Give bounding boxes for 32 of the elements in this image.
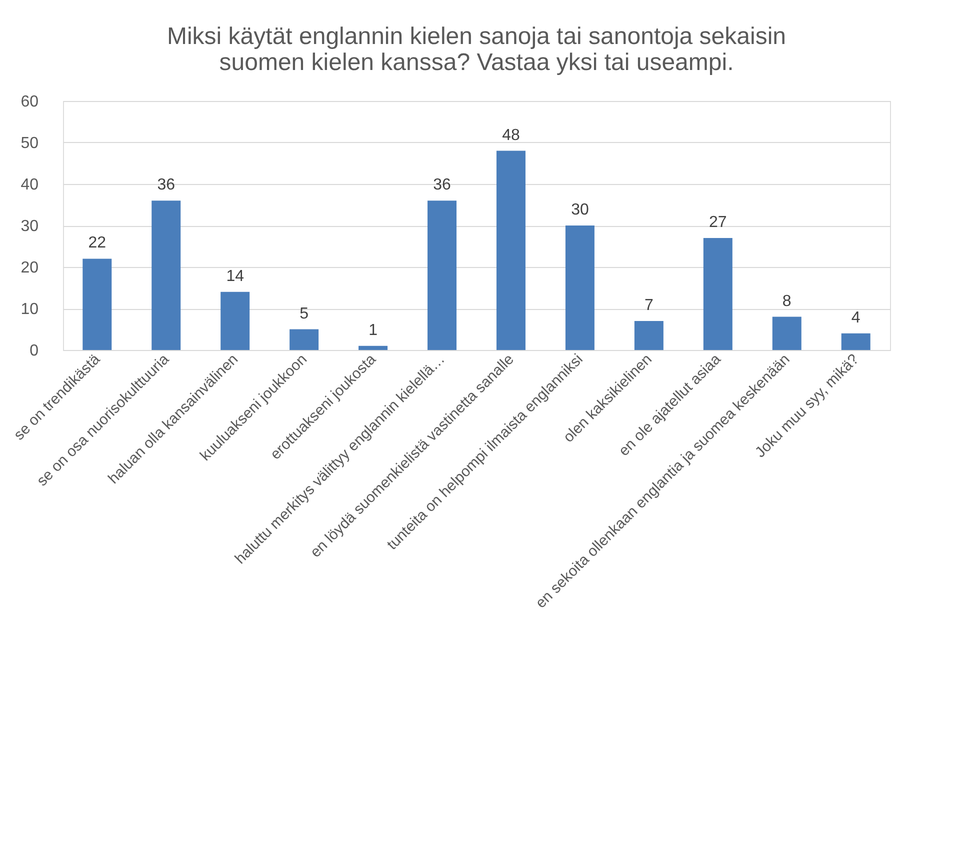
data-label: 30 — [571, 202, 589, 218]
bar — [358, 346, 388, 350]
data-label: 27 — [709, 214, 727, 231]
y-tick-label: 20 — [20, 260, 39, 276]
data-label: 7 — [644, 296, 654, 314]
data-label: 4 — [851, 309, 860, 326]
y-tick-label: 60 — [20, 94, 39, 110]
data-label: 5 — [300, 305, 309, 322]
data-label: 36 — [433, 176, 452, 194]
bar — [152, 200, 181, 350]
y-tick-label: 10 — [20, 301, 39, 318]
data-label: 36 — [157, 176, 176, 194]
bar — [496, 150, 526, 350]
data-label: 22 — [88, 234, 106, 252]
bar — [841, 333, 870, 350]
bar — [82, 258, 112, 350]
bar — [220, 292, 250, 350]
chart-title: Miksi käytät englannin kielen sanoja tai sanontoja sekaisin suomen kielen kanssa? Vastaa yksi tai useampi. — [166, 23, 786, 76]
data-label: 48 — [502, 126, 520, 144]
y-tick-label: 50 — [20, 135, 39, 152]
bar — [565, 226, 594, 350]
bar — [772, 316, 802, 350]
y-tick-label: 30 — [20, 218, 39, 235]
data-label: 8 — [782, 292, 792, 310]
y-tick-label: 40 — [20, 176, 39, 194]
data-label: 1 — [368, 322, 378, 339]
data-label: 14 — [226, 268, 244, 285]
bar — [634, 320, 664, 350]
bar — [290, 329, 319, 350]
bar — [428, 200, 457, 350]
bar — [703, 238, 732, 350]
y-tick-label: 0 — [30, 342, 39, 360]
